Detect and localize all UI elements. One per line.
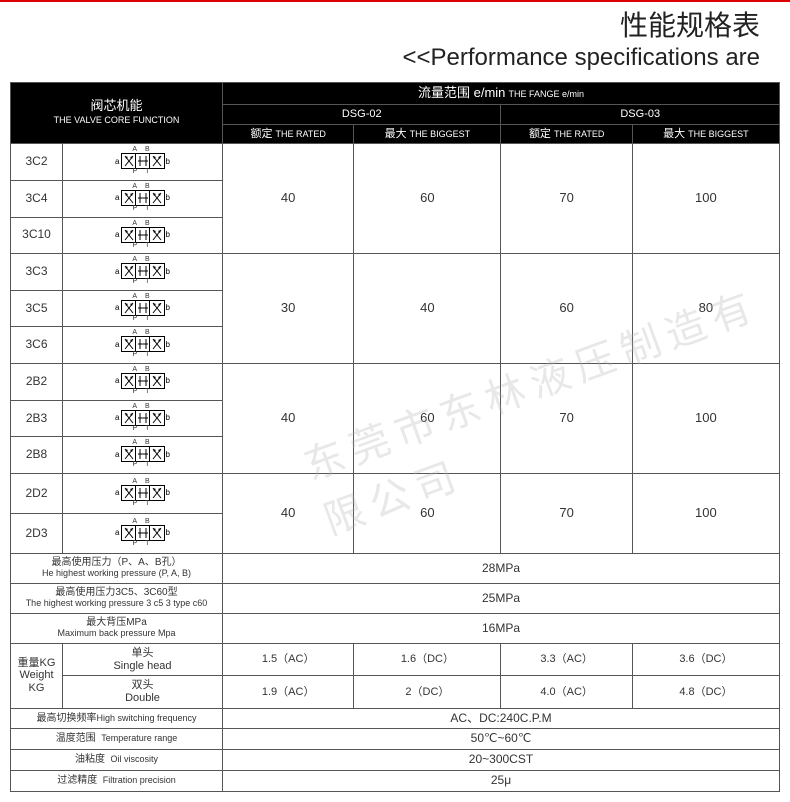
row-freq-label: 最高切换频率High switching frequency — [11, 708, 223, 729]
flow-g3-c1: 60 — [354, 473, 501, 553]
flow-g2-c2: 70 — [501, 364, 632, 474]
model-3C3: 3C3 — [11, 254, 63, 291]
w-d-0: 1.9（AC） — [223, 676, 354, 708]
hdr-valve: 阀芯机能 THE VALVE CORE FUNCTION — [11, 83, 223, 144]
symbol-3C6: A B a b P T — [63, 327, 223, 364]
hdr-max-1: 最大 THE BIGGEST — [354, 124, 501, 144]
model-2D3: 2D3 — [11, 513, 63, 553]
row-filt-label: 过滤精度 Filtration precision — [11, 770, 223, 791]
flow-g2-c3: 100 — [632, 364, 779, 474]
w-s-2: 3.3（AC） — [501, 643, 632, 675]
model-2B8: 2B8 — [11, 437, 63, 474]
row-press1-val: 28MPa — [223, 553, 780, 583]
model-2B2: 2B2 — [11, 364, 63, 401]
hdr-rated-2: 额定 THE RATED — [501, 124, 632, 144]
model-2D2: 2D2 — [11, 473, 63, 513]
row-weight-label: 重量KGWeight KG — [11, 643, 63, 708]
row-press3-label: 最大背压MPaMaximum back pressure Mpa — [11, 613, 223, 643]
symbol-3C2: A B a b P T — [63, 144, 223, 181]
flow-g2-c0: 40 — [223, 364, 354, 474]
hdr-flow-cn: 流量范围 e/min — [418, 85, 505, 100]
w-s-3: 3.6（DC） — [632, 643, 779, 675]
flow-g1-c1: 40 — [354, 254, 501, 364]
w-d-1: 2（DC） — [354, 676, 501, 708]
symbol-3C4: A B a b P T — [63, 180, 223, 217]
row-visc-label: 油粘度 Oil viscosity — [11, 750, 223, 771]
flow-g1-c2: 60 — [501, 254, 632, 364]
model-3C4: 3C4 — [11, 180, 63, 217]
row-double-label: 双头Double — [63, 676, 223, 708]
flow-g1-c0: 30 — [223, 254, 354, 364]
title-cn: 性能规格表 — [0, 4, 790, 44]
symbol-2D3: A B a b P T — [63, 513, 223, 553]
flow-g3-c0: 40 — [223, 473, 354, 553]
flow-g2-c1: 60 — [354, 364, 501, 474]
model-3C2: 3C2 — [11, 144, 63, 181]
flow-g3-c3: 100 — [632, 473, 779, 553]
row-freq-val: AC、DC:240C.P.M — [223, 708, 780, 729]
title-en: <<Performance specifications are — [0, 44, 790, 72]
symbol-2B8: A B a b P T — [63, 437, 223, 474]
row-press2-val: 25MPa — [223, 583, 780, 613]
flow-g0-c3: 100 — [632, 144, 779, 254]
row-press2-label: 最高使用压力3C5、3C60型The highest working press… — [11, 583, 223, 613]
model-2B3: 2B3 — [11, 400, 63, 437]
w-s-0: 1.5（AC） — [223, 643, 354, 675]
flow-g0-c1: 60 — [354, 144, 501, 254]
model-3C5: 3C5 — [11, 290, 63, 327]
row-visc-val: 20~300CST — [223, 750, 780, 771]
hdr-rated-1: 额定 THE RATED — [223, 124, 354, 144]
w-d-2: 4.0（AC） — [501, 676, 632, 708]
symbol-2D2: A B a b P T — [63, 473, 223, 513]
model-3C6: 3C6 — [11, 327, 63, 364]
spec-table: 阀芯机能 THE VALVE CORE FUNCTION 流量范围 e/min … — [10, 82, 780, 792]
hdr-dsg03: DSG-03 — [501, 104, 780, 124]
hdr-valve-en: THE VALVE CORE FUNCTION — [54, 115, 180, 125]
symbol-3C3: A B a b P T — [63, 254, 223, 291]
symbol-3C5: A B a b P T — [63, 290, 223, 327]
hdr-flow: 流量范围 e/min THE FANGE e/min — [223, 83, 780, 105]
row-single-label: 单头Single head — [63, 643, 223, 675]
row-press1-label: 最高使用压力（P、A、B孔）He highest working pressur… — [11, 553, 223, 583]
flow-g3-c2: 70 — [501, 473, 632, 553]
w-s-1: 1.6（DC） — [354, 643, 501, 675]
row-temp-label: 温度范围 Temperature range — [11, 729, 223, 750]
symbol-3C10: A B a b P T — [63, 217, 223, 254]
hdr-dsg02: DSG-02 — [223, 104, 501, 124]
symbol-2B3: A B a b P T — [63, 400, 223, 437]
model-3C10: 3C10 — [11, 217, 63, 254]
flow-g1-c3: 80 — [632, 254, 779, 364]
flow-g0-c0: 40 — [223, 144, 354, 254]
hdr-valve-cn: 阀芯机能 — [90, 98, 142, 113]
hdr-max-2: 最大 THE BIGGEST — [632, 124, 779, 144]
divider-red — [0, 0, 790, 2]
hdr-flow-en: THE FANGE e/min — [508, 89, 584, 99]
symbol-2B2: A B a b P T — [63, 364, 223, 401]
row-temp-val: 50℃~60℃ — [223, 729, 780, 750]
flow-g0-c2: 70 — [501, 144, 632, 254]
row-press3-val: 16MPa — [223, 613, 780, 643]
w-d-3: 4.8（DC） — [632, 676, 779, 708]
row-filt-val: 25μ — [223, 770, 780, 791]
